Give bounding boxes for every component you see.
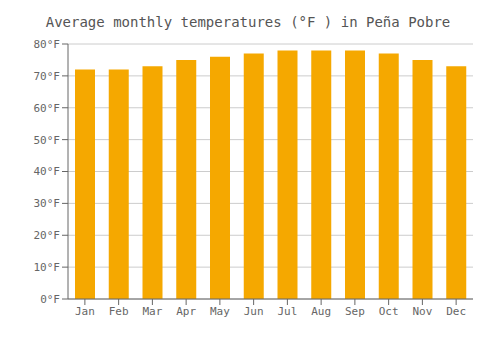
svg-text:20°F: 20°F: [34, 229, 61, 242]
svg-text:10°F: 10°F: [34, 261, 61, 274]
svg-text:80°F: 80°F: [34, 38, 61, 51]
svg-text:Dec: Dec: [446, 305, 466, 318]
svg-text:70°F: 70°F: [34, 70, 61, 83]
svg-text:Jun: Jun: [244, 305, 264, 318]
svg-text:Sep: Sep: [345, 305, 365, 318]
svg-text:Jul: Jul: [277, 305, 297, 318]
svg-text:Aug: Aug: [311, 305, 331, 318]
svg-text:Nov: Nov: [412, 305, 432, 318]
svg-text:Mar: Mar: [142, 305, 162, 318]
svg-text:40°F: 40°F: [34, 165, 61, 178]
svg-text:May: May: [210, 305, 230, 318]
svg-text:Feb: Feb: [109, 305, 129, 318]
svg-text:Jan: Jan: [75, 305, 95, 318]
svg-text:Oct: Oct: [379, 305, 399, 318]
svg-text:Apr: Apr: [176, 305, 196, 318]
svg-text:30°F: 30°F: [34, 197, 61, 210]
svg-text:50°F: 50°F: [34, 134, 61, 147]
svg-text:0°F: 0°F: [40, 293, 60, 306]
svg-text:60°F: 60°F: [34, 102, 61, 115]
html-text:Average monthly temperatures (: Average monthly temperatures (°F ) in Pe…: [45, 14, 451, 30]
